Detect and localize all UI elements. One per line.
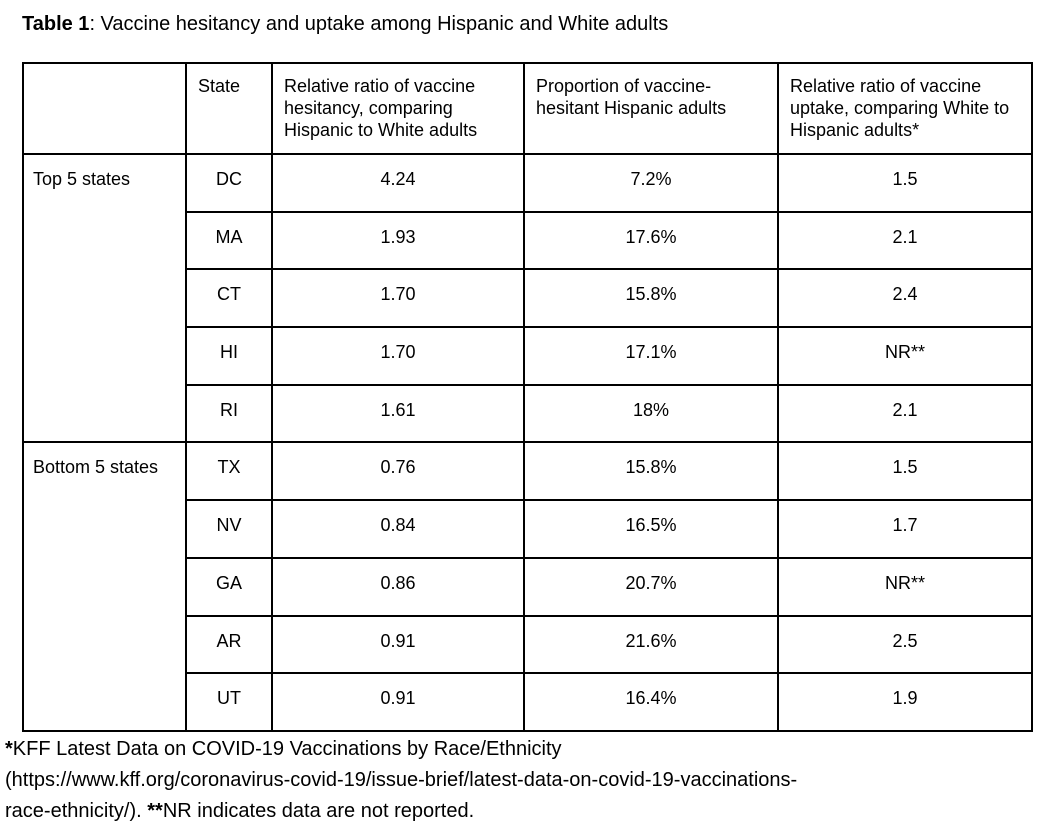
uptake-cell: NR** [777,556,1033,617]
footnote-line-2: (https://www.kff.org/coronavirus-covid-1… [5,765,1061,796]
uptake-cell: NR** [777,326,1033,386]
footnote-url-text: (https://www.kff.org/coronavirus-covid-1… [5,769,798,791]
col-header-state: State [185,62,273,155]
header-row: State Relative ratio of vaccine hesitanc… [22,62,1033,155]
state-cell: TX [185,441,273,502]
state-cell: NV [185,499,273,559]
hesitancy-cell: 0.86 [271,556,525,617]
proportion-cell: 20.7% [523,556,779,617]
proportion-cell: 15.8% [523,268,779,329]
table-row: Bottom 5 states TX 0.76 15.8% 1.5 [22,441,1033,732]
uptake-cell: 2.4 [777,268,1033,329]
table-title-text: : Vaccine hesitancy and uptake among His… [89,13,669,35]
footnote: *KFF Latest Data on COVID-19 Vaccination… [5,734,1061,827]
table-row: NV 0.84 16.5% 1.7 [23,499,1033,559]
col-header-group [22,62,187,155]
proportion-cell: 15.8% [523,441,779,502]
footnote-line-3: race-ethnicity/). **NR indicates data ar… [5,796,1061,827]
table-number-label: Table 1 [22,13,90,35]
proportion-cell: 21.6% [523,614,779,675]
proportion-cell: 16.4% [523,672,779,732]
state-cell: DC [185,153,273,213]
footnote-asterisk: * [5,738,13,760]
table-row: AR 0.91 21.6% 2.5 [23,614,1033,675]
state-cell: AR [185,614,273,675]
uptake-cell: 1.5 [777,153,1033,213]
footnote-line-1: *KFF Latest Data on COVID-19 Vaccination… [5,734,1061,765]
hesitancy-cell: 0.84 [271,499,525,559]
uptake-cell: 2.1 [777,383,1033,444]
col-header-uptake: Relative ratio of vaccine uptake, compar… [777,62,1033,155]
col-header-hesitancy: Relative ratio of vaccine hesitancy, com… [271,62,525,155]
table-row: MA 1.93 17.6% 2.1 [23,210,1033,271]
uptake-cell: 1.9 [777,672,1033,732]
proportion-cell: 17.6% [523,210,779,271]
table-row: RI 1.61 18% 2.1 [23,383,1033,444]
col-header-proportion: Proportion of vaccine-hesitant Hispanic … [523,62,779,155]
uptake-cell: 2.1 [777,210,1033,271]
hesitancy-cell: 0.91 [271,614,525,675]
group-label-top5: Top 5 states [22,152,187,444]
state-cell: CT [185,268,273,329]
state-cell: HI [185,326,273,386]
state-cell: GA [185,556,273,617]
hesitancy-cell: 1.70 [271,268,525,329]
group-label-bottom5: Bottom 5 states [22,441,187,732]
table-row: Top 5 states DC 4.24 7.2% 1.5 [22,152,1033,444]
hesitancy-cell: 0.91 [271,672,525,732]
proportion-cell: 7.2% [523,153,779,213]
footnote-url-end: race-ethnicity/). [5,800,148,822]
uptake-cell: 1.5 [777,441,1033,502]
state-cell: MA [185,210,273,271]
footnote-double-asterisk: ** [147,800,163,822]
table-row: GA 0.86 20.7% NR** [23,556,1033,617]
proportion-cell: 16.5% [523,499,779,559]
hesitancy-cell: 0.76 [271,441,525,502]
footnote-nr-text: NR indicates data are not reported. [162,800,475,822]
data-table: State Relative ratio of vaccine hesitanc… [22,62,1033,732]
state-cell: UT [185,672,273,732]
uptake-cell: 2.5 [777,614,1033,675]
proportion-cell: 18% [523,383,779,444]
state-cell: RI [185,383,273,444]
table-row: HI 1.70 17.1% NR** [23,326,1033,386]
table-row: UT 0.91 16.4% 1.9 [23,672,1033,732]
hesitancy-cell: 1.61 [271,383,525,444]
footnote-source-text: KFF Latest Data on COVID-19 Vaccinations… [12,738,562,760]
table-row: CT 1.70 15.8% 2.4 [23,268,1033,329]
page-title: Table 1: Vaccine hesitancy and uptake am… [22,12,668,36]
hesitancy-cell: 1.93 [271,210,525,271]
uptake-cell: 1.7 [777,499,1033,559]
proportion-cell: 17.1% [523,326,779,386]
hesitancy-cell: 4.24 [271,153,525,213]
hesitancy-cell: 1.70 [271,326,525,386]
